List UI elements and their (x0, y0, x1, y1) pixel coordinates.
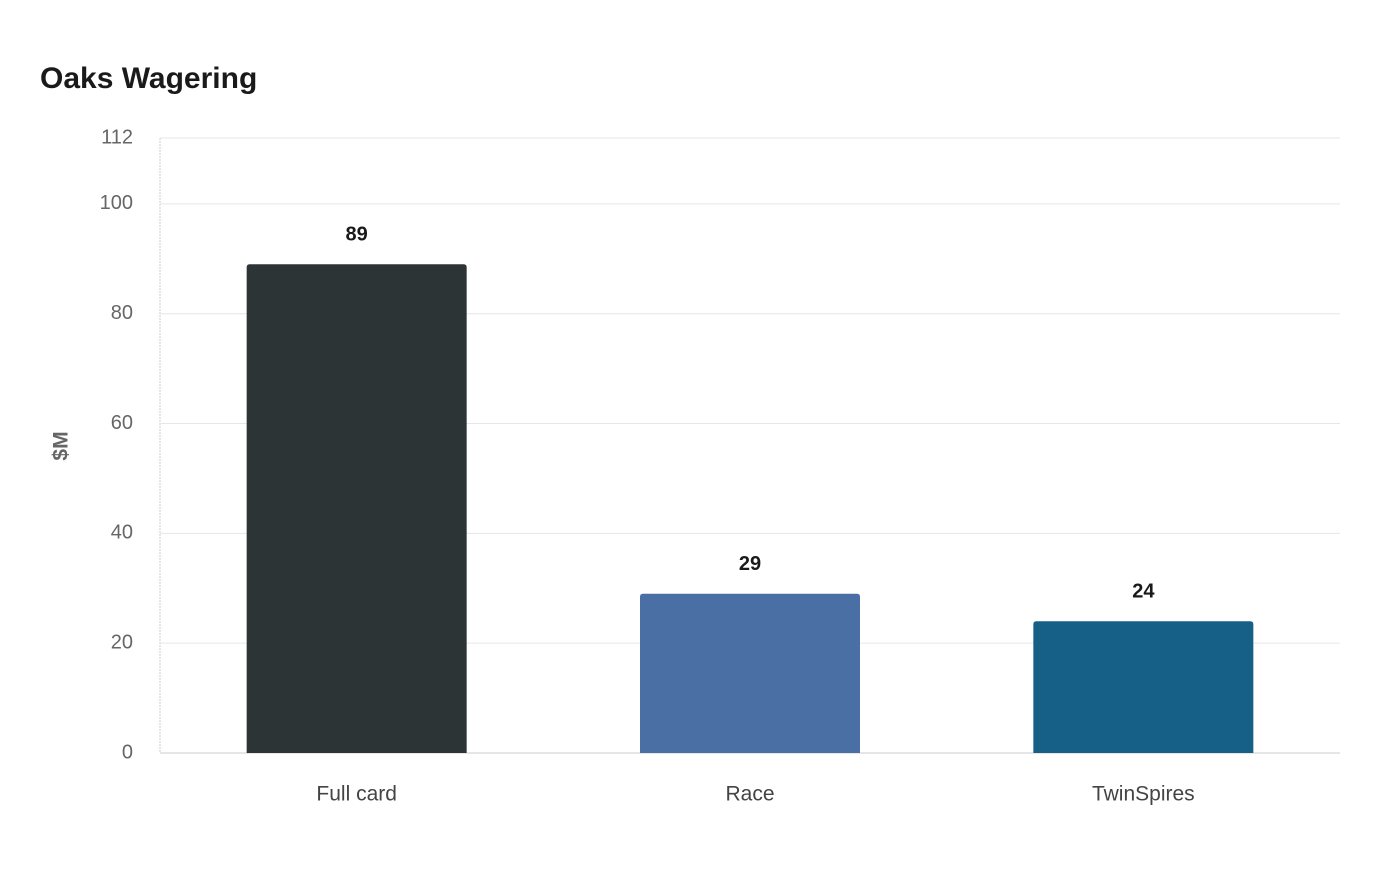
x-tick-label: Race (725, 783, 774, 806)
y-tick-label: 20 (111, 631, 133, 653)
y-tick-label: 60 (111, 412, 133, 434)
value-label: 29 (739, 553, 761, 575)
y-tick-label: 100 (100, 192, 133, 214)
x-tick-label: TwinSpires (1092, 783, 1195, 806)
x-tick-label: Full card (316, 783, 397, 806)
y-tick-label: 0 (122, 741, 133, 763)
bar (1033, 621, 1254, 753)
y-tick-label: 40 (111, 522, 133, 544)
bar (640, 593, 860, 753)
y-tick-label: 112 (101, 126, 133, 148)
value-label: 89 (346, 224, 368, 246)
bar (246, 264, 467, 753)
value-label: 24 (1132, 580, 1155, 602)
y-tick-label: 80 (111, 302, 133, 324)
chart-title: Oaks Wagering (40, 62, 257, 95)
y-axis-label: $M (50, 431, 73, 460)
